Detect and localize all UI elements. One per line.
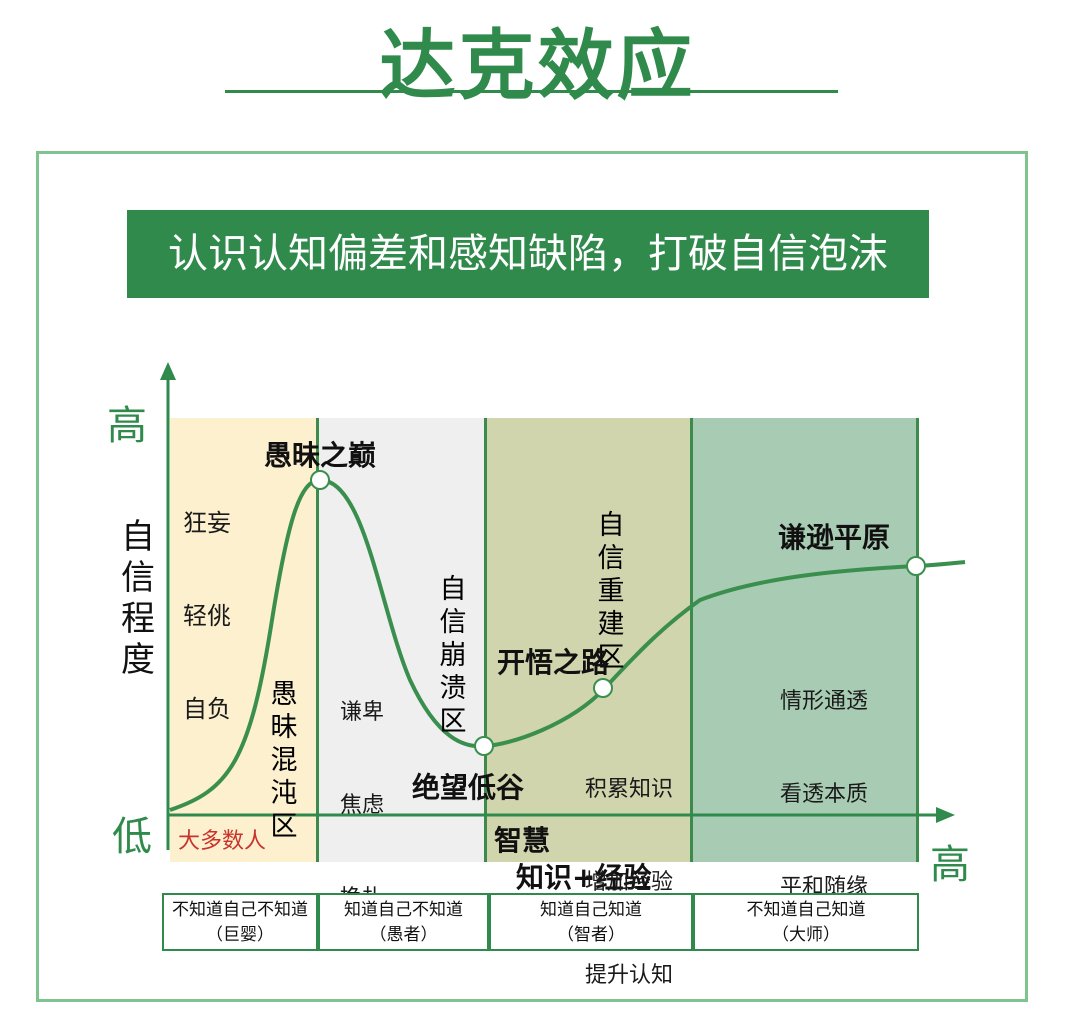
- zone1-traits: 狂妄 轻佻 自负: [183, 509, 231, 723]
- zone2-name: 自信崩溃区: [439, 574, 467, 737]
- y-axis-title: 自 信 程 度: [121, 517, 155, 680]
- plateau-marker: [906, 556, 926, 576]
- y-axis-high-label: 高: [107, 403, 147, 449]
- zone-mastery: [692, 418, 918, 862]
- path-marker: [593, 678, 613, 698]
- peak-marker: [310, 470, 330, 490]
- stage-box-master: 不知道自己知道 （大师）: [693, 893, 919, 951]
- subtitle-banner: 认识认知偏差和感知缺陷，打破自信泡沫: [127, 210, 929, 298]
- peak-label: 愚昧之巅: [264, 439, 377, 472]
- zone-ignorance: [170, 418, 318, 862]
- stage-box-wise: 知道自己知道 （智者）: [489, 893, 693, 951]
- y-axis-low-label: 低: [112, 814, 152, 860]
- zone3-traits: 积累知识 增加经验 提升认知: [585, 777, 674, 988]
- zone-divider: [316, 418, 319, 862]
- zone-divider: [916, 418, 919, 862]
- y-axis-arrow: [160, 362, 176, 380]
- title-underline: [225, 90, 838, 93]
- diagram-frame: [36, 151, 1028, 1002]
- stage-box-giant-baby: 不知道自己不知道 （巨婴）: [162, 893, 318, 951]
- x-axis-high-label: 高: [930, 842, 970, 888]
- zone1-name: 愚昧混沌区: [270, 679, 298, 842]
- zone3-name: 自信重建区: [597, 510, 625, 673]
- stage-box-fool: 知道自己不知道 （愚者）: [318, 893, 489, 951]
- dunning-kruger-curve: [169, 477, 966, 812]
- zone1-majority-label: 大多数人: [178, 829, 267, 854]
- valley-marker: [474, 736, 494, 756]
- x-axis-arrow: [936, 807, 955, 823]
- zone4-traits: 情形通透 看透本质 平和随缘: [780, 689, 869, 900]
- x-axis-title-knowledge: 知识+经验: [516, 861, 652, 894]
- zone-divider: [690, 418, 693, 862]
- valley-label: 绝望低谷: [412, 771, 525, 804]
- path-label: 开悟之路: [497, 646, 610, 679]
- zone-divider: [484, 418, 487, 862]
- zone-collapse: [318, 418, 486, 862]
- plateau-label: 谦逊平原: [778, 521, 891, 554]
- page-title: 达克效应: [379, 21, 696, 110]
- zone-rebuild: [486, 418, 692, 862]
- x-axis-title-wisdom: 智慧: [494, 824, 551, 857]
